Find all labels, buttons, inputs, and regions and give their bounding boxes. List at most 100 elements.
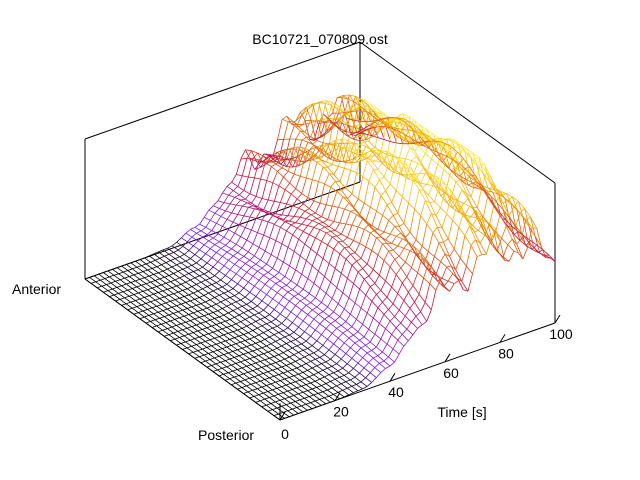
- surface-line-time: [365, 286, 371, 296]
- surface-line-space: [132, 288, 139, 294]
- surface-line-time: [194, 223, 200, 228]
- surface-line-space: [194, 254, 202, 260]
- surface-line-time: [363, 362, 369, 369]
- time-tick-label: 60: [443, 365, 459, 381]
- surface-line-time: [299, 297, 305, 302]
- surface-line-time: [196, 342, 201, 345]
- surface-line-space: [217, 310, 225, 316]
- surface-line-time: [353, 99, 359, 110]
- surface-line-time: [197, 236, 203, 242]
- surface-line-space: [148, 255, 156, 261]
- surface-line-space: [399, 157, 406, 160]
- surface-line-space: [285, 404, 293, 410]
- surface-line-time: [235, 158, 242, 175]
- surface-line-time: [287, 289, 293, 293]
- surface-line-time: [243, 332, 249, 335]
- surface-line-space: [228, 229, 235, 234]
- surface-line-time: [253, 394, 259, 397]
- surface-line-space: [426, 171, 434, 182]
- surface-line-space: [365, 105, 373, 111]
- surface-line-time: [260, 284, 266, 291]
- surface-line-space: [324, 354, 331, 360]
- surface-line-space: [355, 131, 362, 136]
- surface-line-time: [392, 245, 399, 251]
- surface-line-space: [334, 181, 342, 191]
- surface-line-time: [484, 223, 490, 236]
- surface-line-space: [362, 268, 370, 277]
- surface-line-space: [235, 301, 243, 307]
- surface-line-space: [243, 256, 251, 261]
- surface-line-space: [435, 145, 443, 152]
- surface-line-time: [344, 372, 349, 376]
- surface-line-time: [295, 300, 301, 306]
- surface-line-time: [321, 383, 327, 386]
- surface-line-space: [220, 301, 228, 307]
- surface-line-time: [348, 334, 354, 339]
- surface-line-time: [286, 311, 292, 319]
- surface-line-time: [266, 343, 272, 347]
- surface-line-time: [200, 360, 206, 364]
- surface-line-time: [429, 256, 435, 271]
- surface-line-time: [217, 348, 223, 351]
- surface-line-time: [272, 387, 278, 391]
- surface-line-time: [298, 231, 304, 240]
- surface-line-time: [307, 388, 313, 391]
- surface-line-time: [289, 251, 295, 267]
- surface-line-space: [357, 198, 365, 204]
- surface-line-time: [432, 227, 438, 233]
- surface-line-time: [258, 332, 264, 336]
- surface-line-space: [171, 306, 179, 313]
- surface-line-time: [397, 334, 403, 341]
- surface-line-time: [243, 310, 249, 314]
- surface-line-time: [240, 359, 246, 363]
- surface-line-space: [144, 297, 151, 303]
- surface-line-time: [136, 304, 142, 307]
- surface-line-time: [182, 308, 188, 311]
- surface-line-time: [179, 275, 185, 279]
- surface-line-space: [315, 358, 322, 365]
- surface-line-space: [365, 220, 373, 227]
- surface-line-time: [516, 237, 522, 245]
- surface-line-time: [337, 196, 344, 208]
- surface-line-space: [431, 158, 438, 165]
- surface-line-time: [356, 154, 362, 173]
- surface-line-space: [223, 334, 231, 340]
- surface-line-space: [260, 289, 267, 295]
- surface-line-space: [327, 117, 335, 125]
- surface-line-time: [331, 149, 338, 165]
- surface-line-time: [116, 285, 122, 288]
- surface-line-time: [193, 290, 199, 294]
- surface-line-space: [107, 290, 115, 296]
- surface-line-time: [325, 358, 331, 363]
- surface-line-space: [213, 237, 220, 243]
- surface-line-space: [295, 269, 302, 275]
- surface-line-time: [273, 272, 280, 277]
- surface-line-space: [362, 357, 369, 363]
- surface-line-space: [370, 120, 377, 122]
- surface-line-time: [403, 241, 409, 249]
- surface-line-time: [181, 260, 186, 264]
- surface-line-space: [322, 344, 330, 351]
- surface-line-time: [232, 186, 239, 191]
- surface-line-time: [371, 210, 377, 226]
- surface-line-space: [306, 177, 313, 181]
- surface-line-time: [185, 300, 191, 303]
- surface-line-space: [284, 358, 292, 364]
- surface-line-space: [395, 274, 403, 284]
- surface-line-space: [255, 362, 263, 368]
- surface-line-space: [351, 151, 359, 156]
- surface-line-time: [333, 370, 339, 374]
- surface-line-time: [470, 239, 476, 246]
- surface-line-time: [254, 355, 259, 358]
- surface-line-time: [229, 197, 236, 205]
- surface-line-space: [367, 223, 374, 231]
- surface-line-space: [290, 341, 298, 347]
- surface-line-time: [382, 297, 388, 303]
- surface-line-time: [168, 273, 174, 276]
- surface-line-space: [453, 166, 461, 180]
- surface-line-space: [326, 100, 333, 103]
- surface-line-time: [133, 312, 139, 315]
- surface-line-space: [464, 151, 472, 159]
- surface-line-time: [244, 216, 251, 228]
- surface-line-space: [219, 241, 226, 246]
